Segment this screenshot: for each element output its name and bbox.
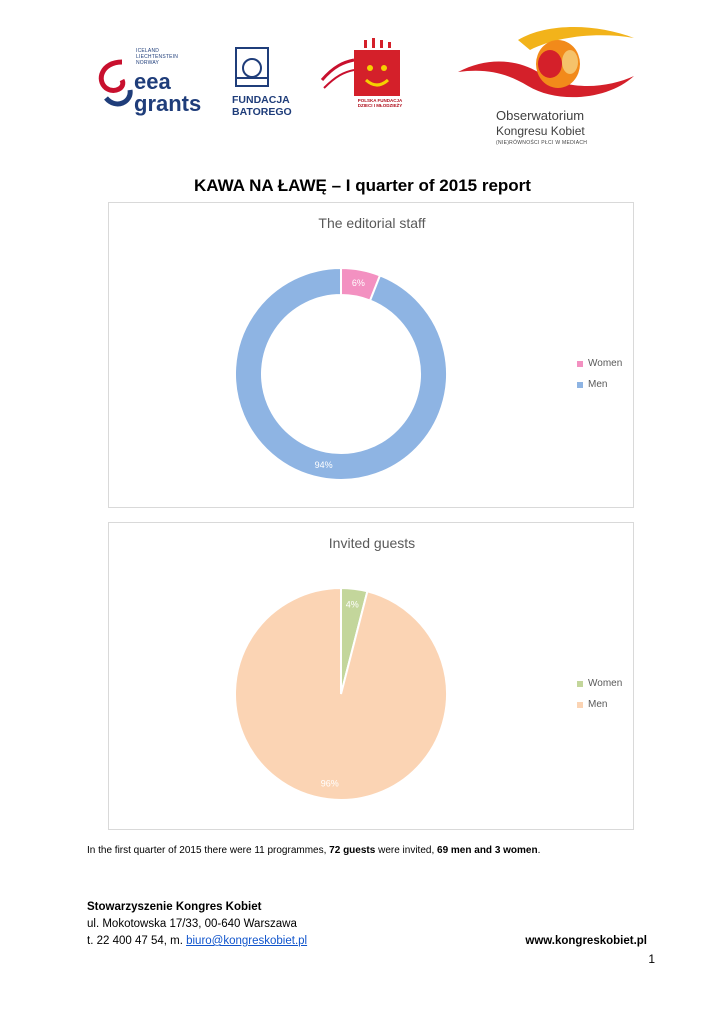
fundacja-batorego-logo: FUNDACJA BATOREGO bbox=[232, 44, 304, 124]
legend-label-men: Men bbox=[588, 379, 608, 390]
invited-guests-plot: 4% 96% bbox=[234, 586, 448, 801]
legend-label-women: Women bbox=[588, 678, 623, 689]
footer-address: ul. Mokotowska 17/33, 00-640 Warszawa bbox=[87, 918, 297, 930]
pfdn-emblem-icon bbox=[320, 38, 400, 96]
editorial-staff-chart: The editorial staff 6% 94% Women Men bbox=[108, 202, 634, 508]
data-label-men: 96% bbox=[321, 778, 339, 788]
page-title: KAWA NA ŁAWĘ – I quarter of 2015 report bbox=[194, 176, 531, 195]
okk-emblem-icon bbox=[458, 27, 634, 98]
batory-emblem-icon bbox=[235, 47, 269, 87]
footer: Stowarzyszenie Kongres Kobiet ul. Mokoto… bbox=[87, 899, 647, 950]
eea-country-1: ICELAND bbox=[136, 48, 160, 54]
chart-legend: Women Men bbox=[577, 673, 622, 715]
footer-org: Stowarzyszenie Kongres Kobiet bbox=[87, 901, 262, 913]
slice-men bbox=[234, 266, 448, 481]
pfdn-text: POLSKA FUNDACJA DZIECI I MŁODZIEŻY bbox=[350, 98, 410, 108]
legend-item-women: Women bbox=[577, 353, 622, 374]
summary-text: In the first quarter of 2015 there were … bbox=[87, 845, 647, 856]
pfdn-line-1: POLSKA FUNDACJA bbox=[357, 98, 403, 103]
eea-swirl-icon bbox=[98, 59, 133, 107]
chart-legend: Women Men bbox=[577, 353, 622, 395]
legend-swatch-men bbox=[577, 701, 583, 708]
eea-country-3: NORWAY bbox=[136, 60, 160, 66]
chart-title: The editorial staff bbox=[318, 215, 426, 231]
batory-line-2: BATOREGO bbox=[232, 106, 292, 118]
invited-guests-chart: Invited guests 4% 96% Women Men bbox=[108, 522, 634, 830]
okk-line-3: (NIE)RÓWNOŚCI PŁCI W MEDIACH bbox=[496, 140, 588, 146]
grants-word: grants bbox=[134, 91, 202, 116]
data-label-women: 4% bbox=[346, 600, 359, 610]
summary-part-3: . bbox=[537, 845, 541, 856]
legend-item-men: Men bbox=[577, 694, 622, 715]
data-label-women: 6% bbox=[352, 278, 365, 288]
batory-line-1: FUNDACJA bbox=[232, 94, 290, 106]
summary-men-women: 69 men and 3 women bbox=[437, 845, 538, 856]
footer-phone: t. 22 400 47 54, m. bbox=[87, 935, 187, 947]
header-logos: ICELAND LIECHTENSTEIN NORWAY eea grants … bbox=[88, 22, 648, 154]
footer-website: www.kongreskobiet.pl bbox=[525, 935, 647, 947]
okk-line-2: Kongresu Kobiet bbox=[496, 124, 585, 138]
legend-label-men: Men bbox=[588, 699, 608, 710]
batory-text: FUNDACJA BATOREGO bbox=[232, 94, 292, 118]
legend-label-women: Women bbox=[588, 358, 623, 369]
okk-line-1: Obserwatorium bbox=[496, 108, 585, 123]
summary-part-2: were invited, bbox=[375, 845, 438, 856]
legend-item-women: Women bbox=[577, 673, 622, 694]
slice-men bbox=[234, 586, 448, 801]
page-number: 1 bbox=[648, 952, 655, 966]
summary-guests: 72 guests bbox=[329, 845, 376, 856]
footer-email-link[interactable]: biuro@kongreskobiet.pl bbox=[186, 935, 308, 947]
footer-contact: t. 22 400 47 54, m. biuro@kongreskobiet.… bbox=[87, 933, 647, 950]
eea-grants-logo: ICELAND LIECHTENSTEIN NORWAY eea grants bbox=[92, 40, 202, 120]
data-label-men: 94% bbox=[315, 460, 333, 470]
legend-swatch-women bbox=[577, 680, 583, 687]
obserwatorium-logo: Obserwatorium Kongresu Kobiet (NIE)RÓWNO… bbox=[458, 22, 648, 154]
chart-title: Invited guests bbox=[328, 535, 416, 551]
eea-word: eea bbox=[134, 69, 171, 94]
summary-part-1: In the first quarter of 2015 there were … bbox=[87, 845, 330, 856]
legend-swatch-women bbox=[577, 360, 583, 367]
eea-country-2: LIECHTENSTEIN bbox=[136, 54, 179, 60]
legend-item-men: Men bbox=[577, 374, 622, 395]
editorial-staff-plot: 6% 94% bbox=[234, 266, 448, 481]
legend-swatch-men bbox=[577, 381, 583, 388]
pfdn-line-2: DZIECI I MŁODZIEŻY bbox=[357, 103, 403, 108]
pfdn-logo: POLSKA FUNDACJA DZIECI I MŁODZIEŻY bbox=[320, 36, 410, 126]
